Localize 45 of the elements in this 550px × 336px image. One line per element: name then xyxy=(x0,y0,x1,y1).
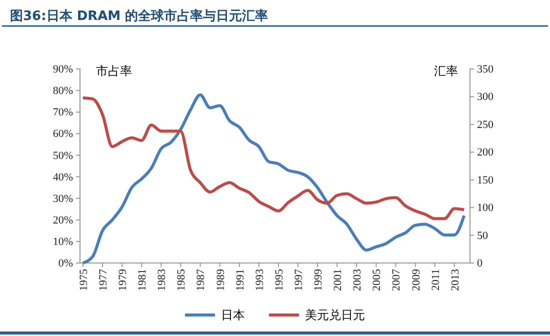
x-tick-label: 1997 xyxy=(292,268,305,291)
y-tick-label: 20% xyxy=(52,214,73,226)
x-tick-label: 1991 xyxy=(234,269,246,291)
x-tick-label: 2007 xyxy=(390,268,403,291)
x-tick-label: 1999 xyxy=(312,268,325,291)
x-tick-label: 2009 xyxy=(410,268,422,291)
y2-tick-label: 100 xyxy=(477,202,494,214)
x-tick-label: 1995 xyxy=(273,268,286,291)
x-tick-label: 1989 xyxy=(214,268,227,291)
x-tick-label: 2001 xyxy=(332,269,344,291)
x-tick-label: 1977 xyxy=(97,268,110,291)
y-tick-label: 10% xyxy=(52,236,73,248)
x-tick-label: 2013 xyxy=(449,268,462,291)
x-tick-label: 1987 xyxy=(195,268,208,291)
y2-tick-label: 350 xyxy=(477,64,494,76)
line-series xyxy=(81,96,466,220)
y2-tick-label: 0 xyxy=(477,258,483,270)
x-tick-label: 1981 xyxy=(136,269,149,291)
y2-tick-label: 200 xyxy=(477,146,494,159)
y2-axis-title: 汇率 xyxy=(434,64,458,78)
y-tick-label: 30% xyxy=(52,192,73,205)
x-tick-label: 1979 xyxy=(117,268,130,291)
y-tick-label: 90% xyxy=(52,64,73,76)
y-tick-label: 60% xyxy=(52,128,73,140)
y-axis-title: 市占率 xyxy=(96,64,132,78)
y2-tick-label: 300 xyxy=(477,91,494,104)
x-tick-label: 1985 xyxy=(176,268,188,291)
legend-label: 美元兑日元 xyxy=(305,308,365,322)
legend-label: 日本 xyxy=(221,308,245,322)
y2-tick-label: 150 xyxy=(477,174,494,186)
y-tick-label: 50% xyxy=(52,150,73,162)
x-tick-label: 2003 xyxy=(352,268,364,291)
x-tick-label: 1975 xyxy=(78,268,90,291)
y-tick-label: 80% xyxy=(52,85,73,98)
x-tick-label: 1983 xyxy=(156,268,168,291)
y2-tick-label: 250 xyxy=(477,118,494,131)
chart-title: 图36:日本 DRAM 的全球市占率与日元汇率 xyxy=(10,8,268,24)
x-tick-label: 1993 xyxy=(254,268,266,291)
y-tick-label: 40% xyxy=(52,171,73,184)
y-tick-label: 0% xyxy=(58,258,73,270)
x-tick-label: 2011 xyxy=(430,269,442,291)
y-tick-label: 70% xyxy=(52,106,73,119)
y2-tick-label: 50 xyxy=(477,230,488,242)
x-tick-label: 2005 xyxy=(371,268,384,291)
line-series xyxy=(81,93,466,264)
